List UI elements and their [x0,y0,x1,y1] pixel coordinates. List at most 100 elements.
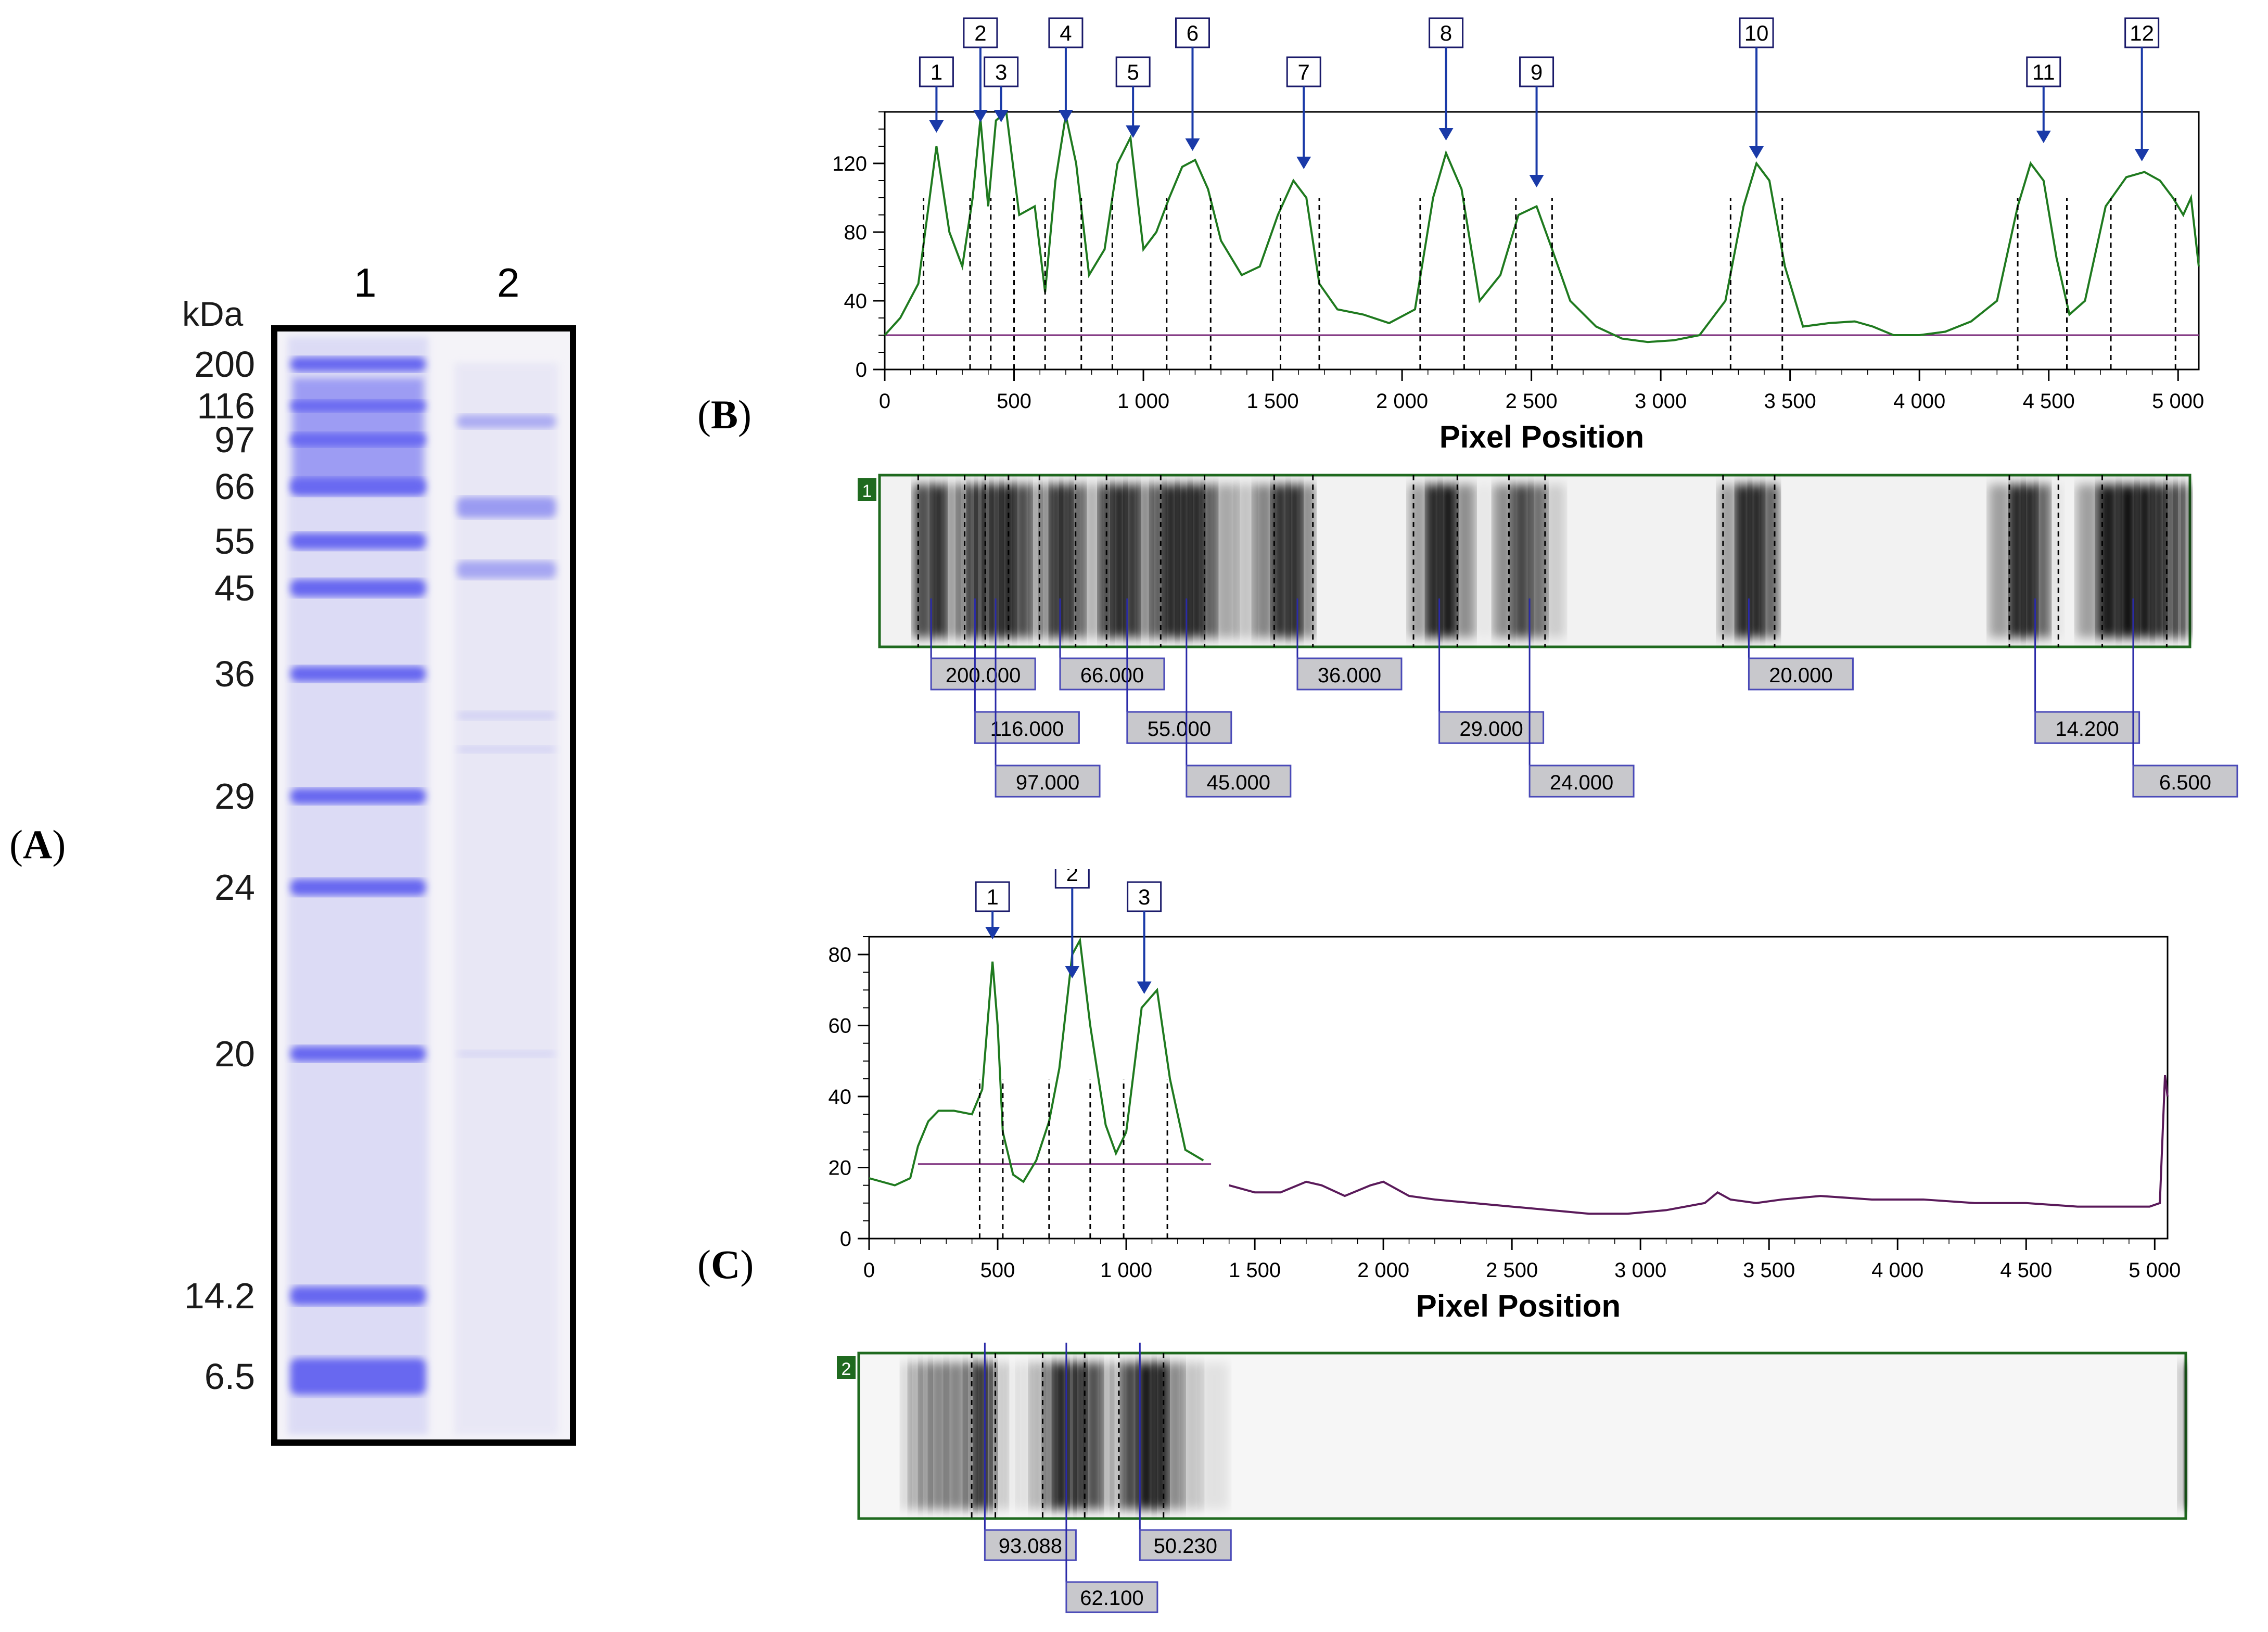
peak-id-box [1048,17,1084,48]
peak-arrow-head [2134,149,2149,161]
strip-density [2009,484,2024,638]
peak-arrow-head [1529,175,1544,187]
strip-density [1066,1362,1077,1509]
peak-id-box [1739,17,1774,48]
band-label: 200.000 [946,664,1021,687]
marker-label-200: 200 [194,344,255,385]
densitometry-chart-c: 0 20 40 60 80 0 500 1 000 1 500 2 000 2 500 3 000 3 … [829,869,2188,1613]
x-axis-label: Pixel Position [1439,419,1644,454]
strip-density [1189,484,1204,638]
peak-id-box [2124,17,2160,48]
x-tick-label: 4 000 [1893,390,1945,413]
peak-id-label: 8 [1440,21,1452,45]
lane-tag-label: 2 [842,1359,851,1379]
strip-density [990,484,1003,638]
strip-density [2097,484,2120,638]
x-axis-label: Pixel Position [1416,1289,1621,1323]
strip-density [1039,484,1052,638]
y-tick-label: 80 [829,944,852,966]
x-tick-label: 4 500 [2000,1259,2052,1282]
peak-arrow-head [1058,110,1073,122]
peak-arrow-head [1438,128,1454,141]
peak-id-label: 3 [1138,885,1150,909]
strip-density [1163,484,1179,638]
y-tick-label: 80 [844,221,868,244]
strip-density [2076,484,2099,638]
x-tick-label: 0 [879,390,890,413]
strip-density [1215,484,1238,638]
plot-frame [884,111,2200,371]
strip-density [1005,1362,1018,1509]
x-tick-label: 3 500 [1764,390,1816,413]
density-curve-tail [1229,1075,2169,1215]
lane-label-2: 2 [497,260,520,305]
band-label: 66.000 [1080,664,1144,687]
band-label: 97.000 [1016,771,1079,794]
peak-id-label: 3 [995,60,1007,84]
x-tick-label: 2 500 [1486,1259,1538,1282]
band-label: 29.000 [1459,718,1523,741]
lane-2-band-1 [457,415,556,428]
strip-density [1989,484,2012,638]
panel-label-c: (C) [697,1242,754,1287]
marker-label-6.5: 6.5 [204,1356,255,1397]
strip-density [1013,484,1031,638]
strip-density [1749,484,1764,638]
strip-density [1235,484,1256,638]
peak-arrow-head [1296,157,1311,169]
band-label-box [930,657,1036,691]
strip-density [900,1362,911,1509]
strip-density [2048,484,2063,638]
lane-1-band-200 [290,357,426,372]
peak-id-box [1127,881,1162,912]
strip-density [2035,484,2050,638]
band-label: 50.230 [1154,1535,1217,1558]
strip-density [1070,484,1086,638]
strip-density [2174,484,2185,638]
strip-density [1493,484,1514,638]
band-label-box [974,711,1080,744]
x-tick-label: 1 000 [1117,390,1169,413]
strip-density [1083,484,1101,638]
strip-density [1112,484,1127,638]
band-label-box [1438,711,1545,744]
lane-1-band-6.5 [290,1358,426,1395]
band-label-box [1748,657,1854,691]
lane-tag-box [858,478,876,501]
lane-label-1: 1 [354,260,377,305]
x-tick-label: 1 500 [1229,1259,1281,1282]
band-label-box [1139,1529,1232,1561]
strip-density [1042,1362,1055,1509]
band-label: 62.100 [1080,1587,1143,1610]
band-label-box [995,764,1101,798]
x-tick-label: 0 [863,1259,875,1282]
panel-label-b: (B) [697,392,751,437]
band-label: 116.000 [990,718,1064,741]
peak-arrow-head [993,110,1009,122]
strip-density [2118,484,2138,638]
band-label-box [1126,711,1232,744]
band-label-box [1186,764,1292,798]
lane-2-band-6 [457,1050,556,1057]
peak-id-label: 1 [931,60,942,84]
peak-id-label: 11 [2032,60,2055,84]
peak-id-box [1054,869,1090,889]
x-tick-label: 3 000 [1635,390,1687,413]
band-label: 6.500 [2159,771,2211,794]
peak-id-box [1286,56,1321,87]
peak-id-box [963,17,998,48]
peak-arrow-head [1749,146,1764,159]
strip-density [1137,484,1153,638]
lane-1-band-55 [290,533,426,550]
x-tick-label: 4 000 [1871,1259,1923,1282]
y-tick-label: 0 [856,359,867,381]
marker-label-36: 36 [214,654,255,694]
panel-label-a: (A) [9,822,66,867]
x-tick-label: 1 500 [1247,390,1299,413]
marker-label-45: 45 [214,568,255,608]
x-tick-label: 500 [997,390,1031,413]
lane-tag-box [837,1356,856,1379]
marker-label-20: 20 [214,1034,255,1074]
x-tick-label: 1 000 [1100,1259,1152,1282]
peak-arrow-head [1137,981,1152,994]
